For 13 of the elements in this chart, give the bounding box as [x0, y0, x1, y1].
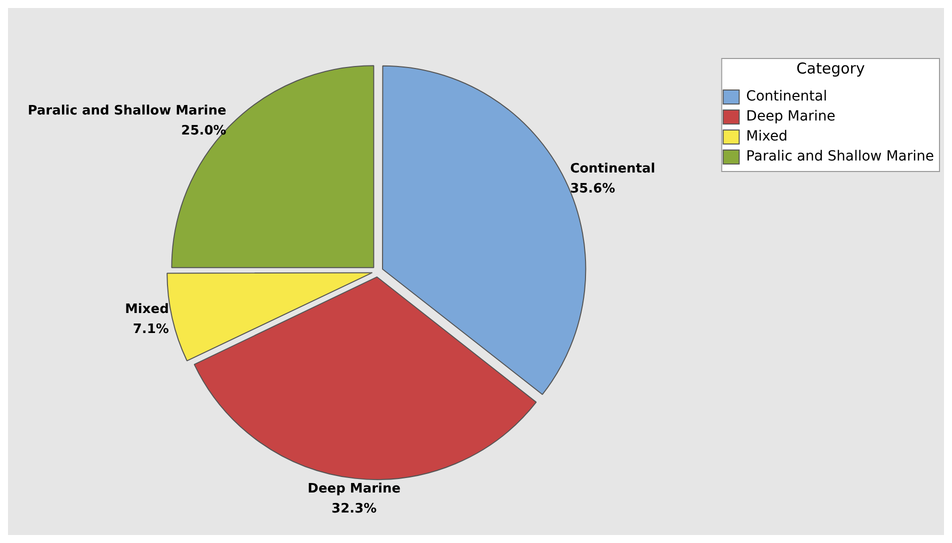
slice-label: Paralic and Shallow Marine — [28, 104, 226, 119]
data-label: 32.3% — [332, 502, 377, 517]
slice-label: Deep Marine — [308, 482, 401, 497]
data-label: 7.1% — [132, 322, 169, 338]
legend-label: Continental — [746, 88, 828, 105]
slice-label: Mixed — [124, 302, 169, 318]
legend-label: Deep Marine — [746, 108, 836, 125]
slice-label: Continental — [570, 161, 656, 176]
legend-label: Paralic and Shallow Marine — [746, 148, 934, 165]
legend-title: Category — [796, 59, 865, 78]
legend-label: Mixed — [746, 128, 788, 145]
data-label: 25.0% — [181, 124, 226, 139]
data-label: 35.6% — [570, 181, 616, 196]
